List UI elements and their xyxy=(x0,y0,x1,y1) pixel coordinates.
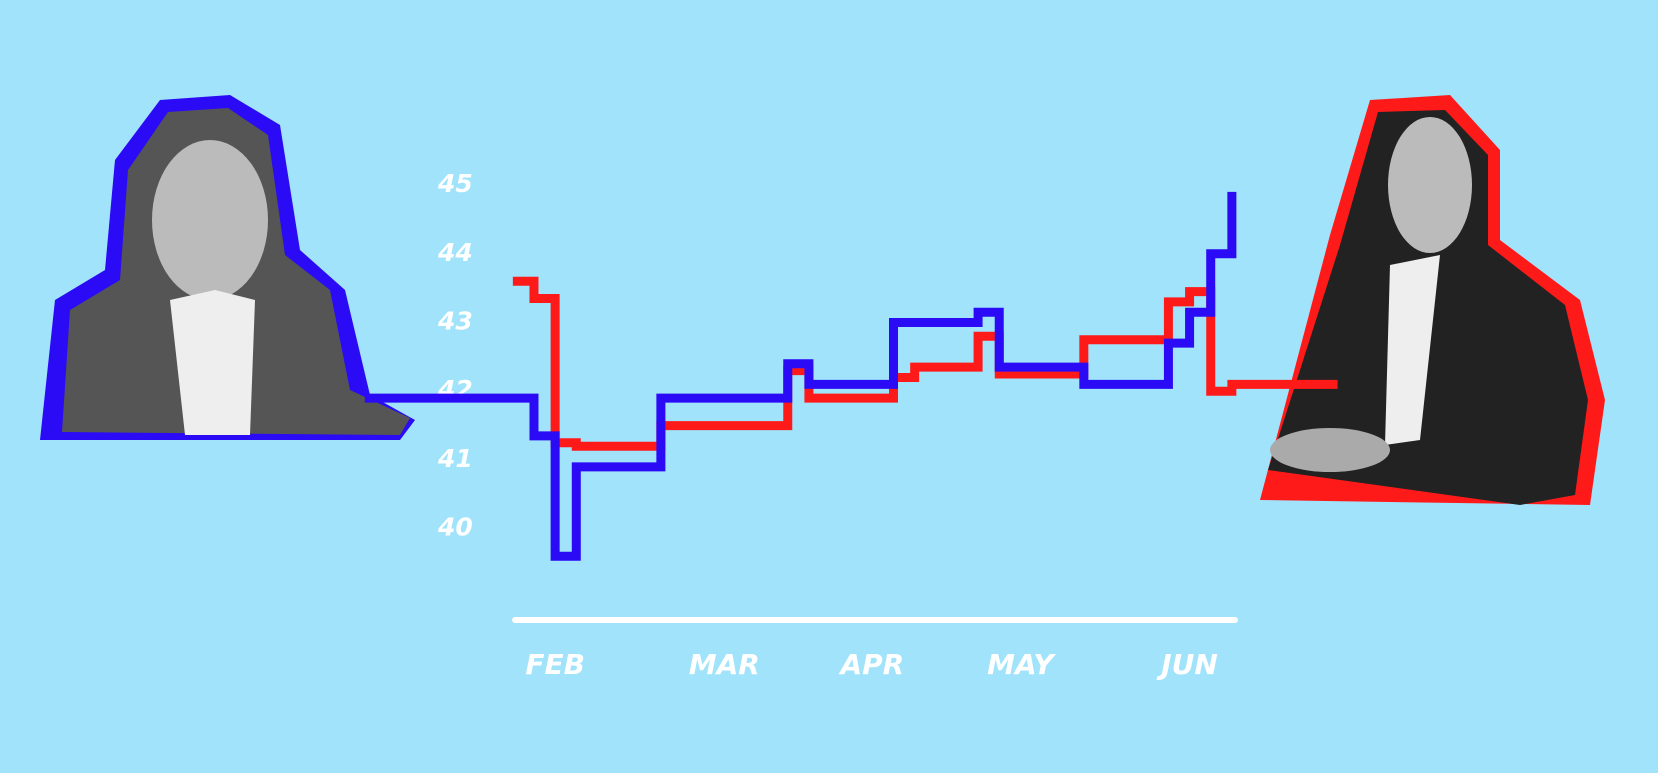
y-tick-label: 44 xyxy=(437,238,473,267)
series-line xyxy=(512,276,1338,451)
portrait-shirt xyxy=(1385,255,1440,445)
y-tick-label: 45 xyxy=(437,169,473,198)
portrait-face xyxy=(152,140,268,300)
left-portrait xyxy=(40,95,415,440)
x-tick-label: FEB xyxy=(525,648,585,681)
portrait-face xyxy=(1388,117,1472,253)
x-tick-label: MAY xyxy=(987,648,1056,681)
series-line xyxy=(364,191,1237,561)
portrait-hands xyxy=(1270,428,1390,472)
y-tick-label: 43 xyxy=(437,307,473,336)
x-tick-label: JUN xyxy=(1156,648,1218,681)
right-portrait xyxy=(1260,95,1605,505)
y-tick-label: 40 xyxy=(437,513,473,542)
portrait-shirt xyxy=(170,290,255,435)
x-tick-label: MAR xyxy=(689,648,760,681)
x-tick-label: APR xyxy=(838,648,904,681)
y-tick-label: 41 xyxy=(437,444,473,473)
